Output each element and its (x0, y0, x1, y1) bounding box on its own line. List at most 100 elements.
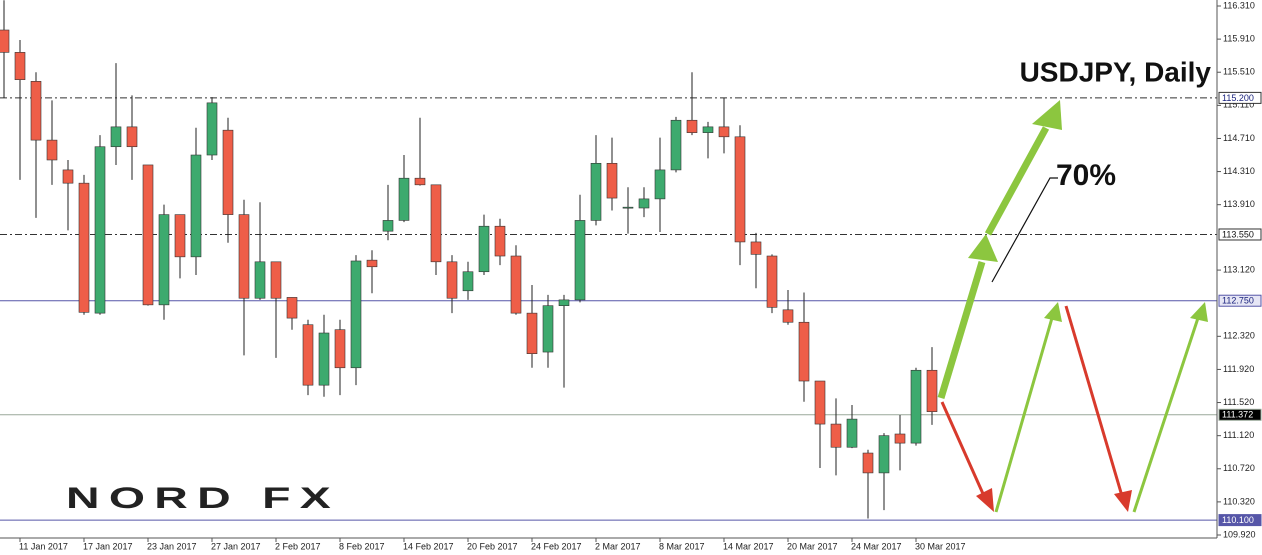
arrow-head (1190, 302, 1208, 322)
y-tick-label: 109.920 (1223, 529, 1256, 539)
logo: NORD FX (66, 482, 340, 515)
x-tick-label: 30 Mar 2017 (915, 541, 966, 551)
candle-body (814, 380, 826, 425)
candle-body (446, 261, 458, 299)
x-tick-label: 2 Feb 2017 (275, 541, 321, 551)
arrow (994, 317, 1054, 513)
candle-body (334, 329, 346, 369)
x-tick-label: 24 Mar 2017 (851, 541, 902, 551)
candle-body (622, 206, 634, 209)
x-tick-label: 2 Mar 2017 (595, 541, 641, 551)
y-tick-label: 114.310 (1223, 166, 1255, 176)
candle-body (110, 126, 122, 148)
candle-body (926, 369, 938, 412)
candle-body (894, 433, 906, 444)
y-tick-label: 112.320 (1223, 331, 1255, 341)
arrow-head (1044, 302, 1062, 322)
candle-body (846, 418, 858, 448)
candle-body (126, 126, 138, 148)
candle-body (750, 241, 762, 255)
level-box (1218, 514, 1262, 527)
x-tick-label: 20 Feb 2017 (467, 541, 518, 551)
x-tick-label: 8 Feb 2017 (339, 541, 385, 551)
y-tick-label: 111.120 (1223, 430, 1254, 440)
candle-body (238, 214, 250, 299)
y-tick-label: 110.320 (1223, 496, 1255, 506)
arrow (940, 401, 986, 497)
arrow (937, 260, 986, 400)
candle-body (174, 214, 186, 258)
y-tick-label: 111.920 (1223, 364, 1254, 374)
arrow (1064, 305, 1124, 497)
candle-body (782, 309, 794, 323)
candle-body (254, 261, 266, 299)
x-tick-label: 14 Feb 2017 (403, 541, 454, 551)
y-tick-label: 115.510 (1223, 67, 1255, 77)
x-tick-label: 11 Jan 2017 (19, 541, 68, 551)
candle-body (686, 119, 698, 133)
candle-body (638, 198, 650, 209)
arrow-head (1114, 490, 1132, 512)
candle-body (350, 260, 362, 369)
candle-body (94, 146, 106, 314)
candle-body (590, 162, 602, 221)
x-tick-label: 17 Jan 2017 (83, 541, 133, 551)
candle-body (270, 261, 282, 299)
axis: 116.310 115.910 115.510 115.110 114.710 114.3… (19, 0, 1262, 551)
candle-body (798, 321, 810, 382)
levels (0, 97, 1217, 521)
candle-body (606, 162, 618, 199)
y-tick-label: 115.110 (1223, 100, 1254, 110)
leader-line (991, 177, 1058, 283)
candle-body (430, 184, 442, 263)
candle-body (222, 129, 234, 215)
x-tick-label: 24 Feb 2017 (531, 541, 582, 551)
candle-body (382, 220, 394, 232)
level-box (1218, 294, 1262, 307)
candle-body (542, 305, 554, 353)
chart-title: USDJPY, Daily (1020, 56, 1212, 87)
level-box (1218, 408, 1262, 421)
y-tick-label: 110.720 (1223, 463, 1255, 473)
candle-body (718, 126, 730, 138)
candle-body (414, 177, 426, 186)
candle-body (0, 29, 10, 53)
candles (0, 0, 938, 519)
y-tick-label: 116.310 (1223, 0, 1255, 10)
candle-body (62, 169, 74, 184)
candle-body (878, 435, 890, 474)
y-tick-label: 115.910 (1223, 33, 1255, 43)
candle-body (574, 220, 586, 301)
candle-body (302, 324, 314, 386)
candle-body (702, 126, 714, 133)
candle-body (862, 452, 874, 474)
candle-body (510, 255, 522, 314)
scenario-arrows (937, 100, 1208, 513)
level-label: 113.550 (1222, 229, 1254, 239)
arrow (1132, 317, 1200, 513)
x-tick-label: 8 Mar 2017 (659, 541, 705, 551)
candle-body (14, 52, 26, 80)
candle-body (158, 214, 170, 306)
candle-body (286, 297, 298, 319)
arrow (984, 126, 1050, 236)
arrow-head (1032, 100, 1062, 130)
candle-body (478, 225, 490, 273)
candle-body (558, 299, 570, 306)
y-tick-label: 111.520 (1223, 397, 1254, 407)
arrow-head (976, 488, 994, 512)
candle-body (30, 81, 42, 141)
x-tick-label: 14 Mar 2017 (723, 541, 774, 551)
level-box (1218, 91, 1262, 104)
level-box (1218, 228, 1262, 241)
candle-body (766, 255, 778, 308)
candle-body (78, 182, 90, 313)
level-label: 112.750 (1222, 296, 1254, 306)
candle-body (734, 136, 746, 243)
candle-body (462, 271, 474, 292)
y-tick-label: 114.710 (1223, 133, 1255, 143)
arrow-head (968, 234, 998, 262)
candle-body (654, 169, 666, 200)
